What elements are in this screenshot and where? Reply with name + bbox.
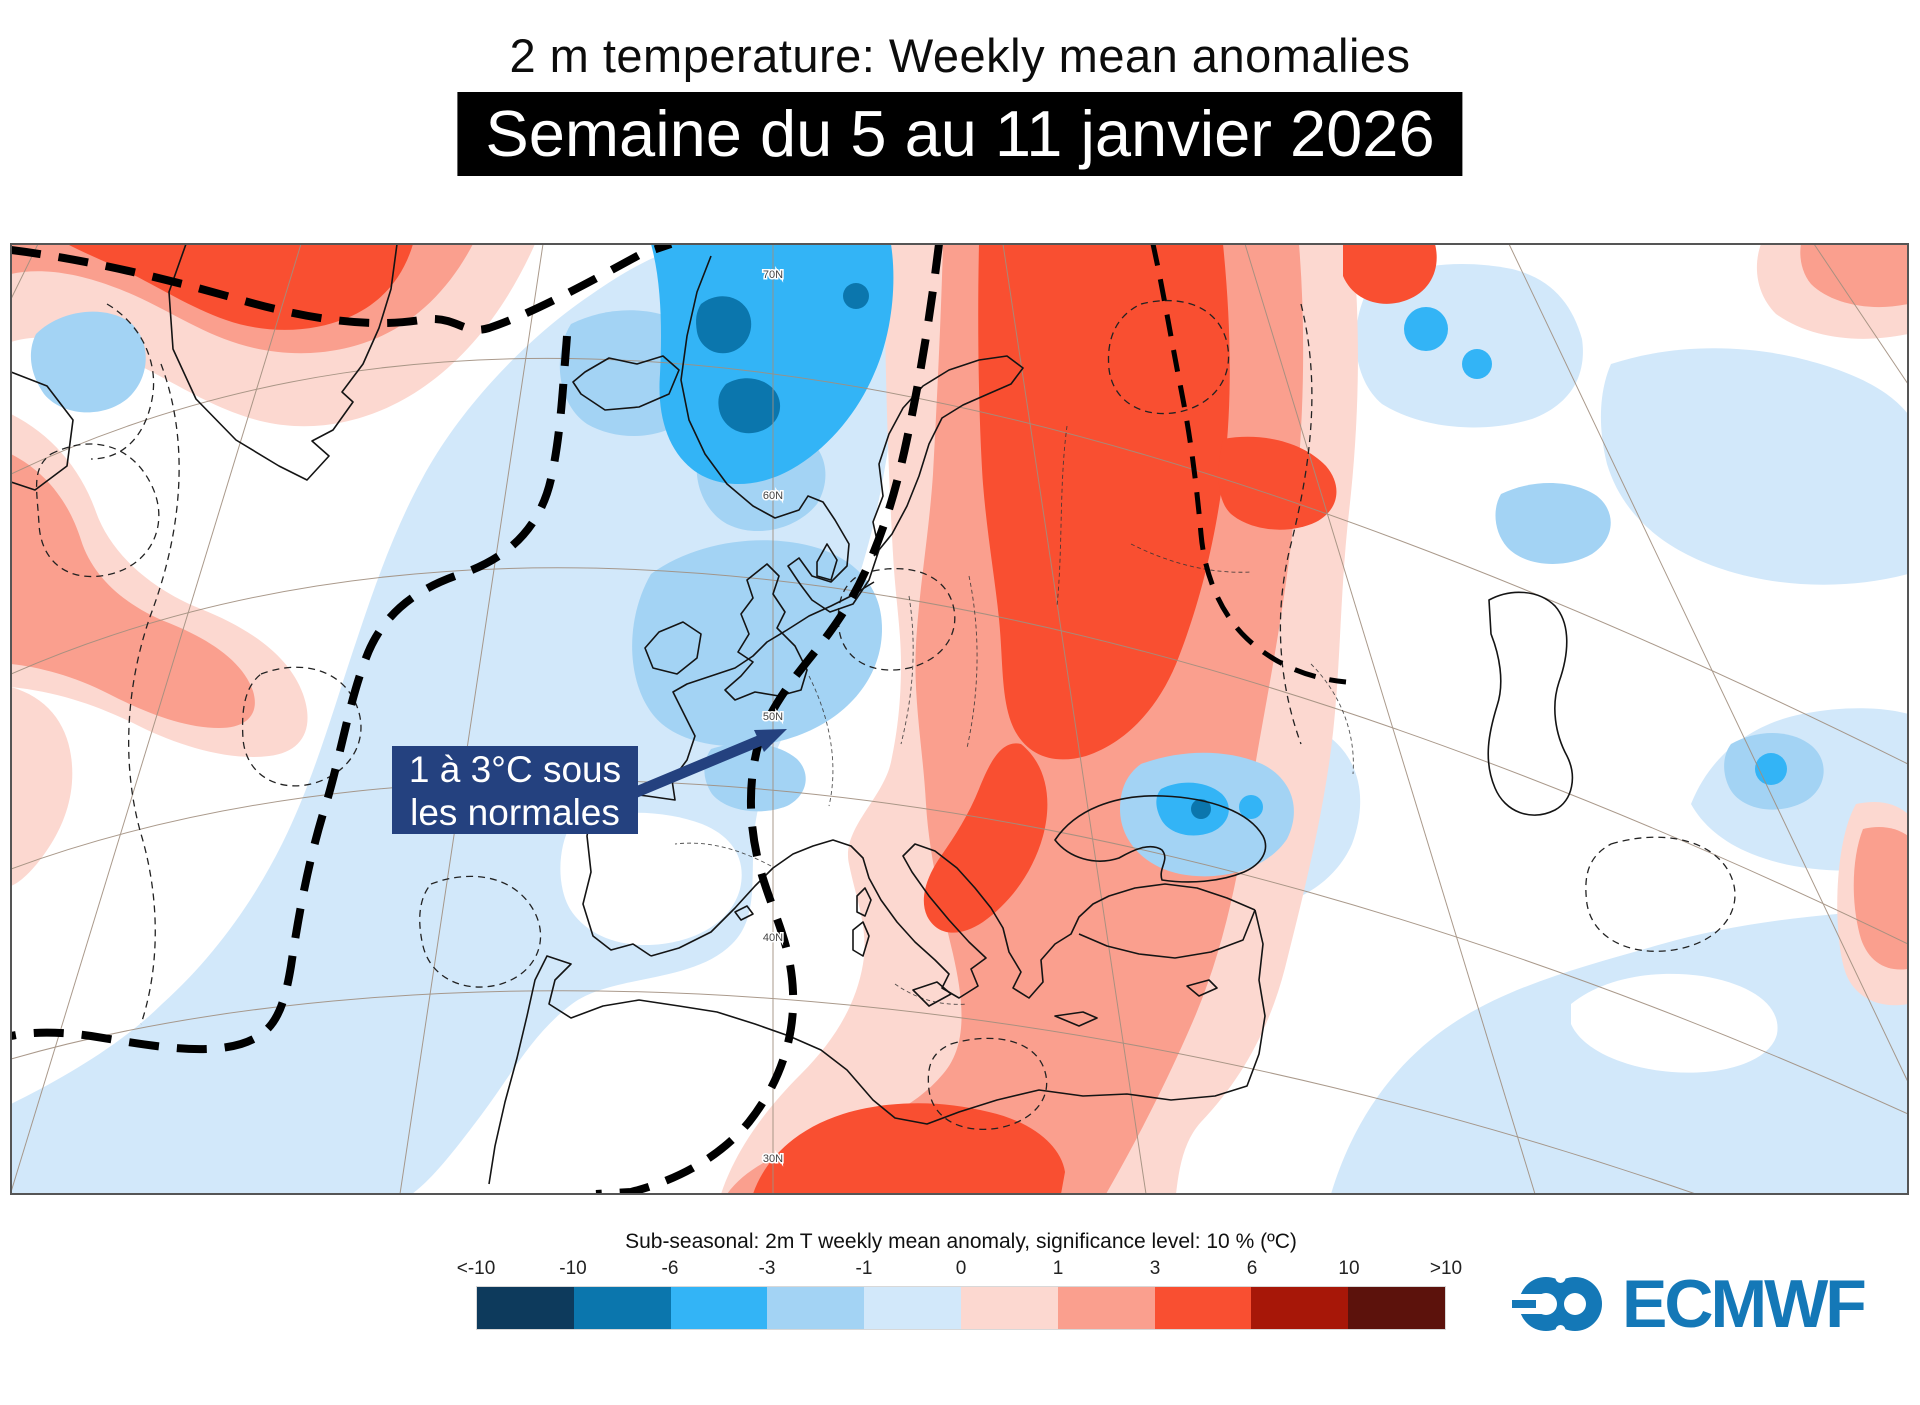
significance-dashed-contours: [11, 244, 1347, 1194]
week-banner: Semaine du 5 au 11 janvier 2026: [457, 92, 1463, 176]
lat-label-30n: 30N: [763, 1153, 783, 1165]
legend-tick-labels: <-10 -10 -6 -3 -1 0 1 3 6 10 >10: [457, 1258, 1462, 1280]
legend-tick: 1: [1052, 1258, 1064, 1279]
legend-tick: -10: [559, 1258, 587, 1279]
legend-colorbar: [476, 1286, 1446, 1330]
legend-tick: 3: [1149, 1258, 1161, 1279]
annotation-arrow: [631, 729, 787, 799]
anomaly-map: 70N 60N 50N 40N 30N: [10, 243, 1909, 1195]
latitude-labels: 70N 60N 50N 40N 30N: [761, 268, 784, 1167]
legend-tick: -6: [661, 1258, 679, 1279]
legend-caption: Sub-seasonal: 2m T weekly mean anomaly, …: [625, 1230, 1297, 1253]
legend-tick: >10: [1429, 1258, 1463, 1279]
lat-label-40n: 40N: [763, 932, 783, 944]
lat-label-70n: 70N: [763, 269, 783, 281]
annotation-line-2: les normales: [410, 792, 620, 833]
annotation-line-1: 1 à 3°C sous: [408, 749, 622, 790]
legend-tick: 0: [955, 1258, 967, 1279]
colorbar-cell: [1154, 1287, 1252, 1329]
coastlines: [11, 244, 1574, 1185]
ecmwf-logo-icon: [1512, 1273, 1602, 1335]
legend-tick: -3: [758, 1258, 776, 1279]
anomaly-fill-red: [67, 244, 1437, 1194]
colorbar-cell: [477, 1287, 574, 1329]
colorbar-cell: [864, 1287, 961, 1329]
lat-label-50n: 50N: [763, 711, 783, 723]
legend-tick: 10: [1338, 1258, 1360, 1279]
colorbar-cell: [960, 1287, 1058, 1329]
colorbar-cell: [1348, 1287, 1445, 1329]
anomaly-fill-dark-blue: [696, 283, 1211, 819]
graticule-lines: [11, 244, 1908, 1194]
legend-tick: -1: [855, 1258, 873, 1279]
colorbar-cell: [573, 1287, 671, 1329]
page-title: 2 m temperature: Weekly mean anomalies: [509, 29, 1411, 82]
lat-label-60n: 60N: [763, 490, 783, 502]
colorbar-cell: [1057, 1287, 1155, 1329]
legend-tick: <-10: [456, 1258, 496, 1279]
colorbar-cell: [1251, 1287, 1349, 1329]
zero-anomaly-dashed-contours: [35, 300, 1736, 1130]
non-significant-white-areas: [461, 244, 1778, 1073]
map-border: [11, 244, 1908, 1194]
ecmwf-logo: ECMWF: [1512, 1266, 1867, 1342]
ecmwf-logo-text: ECMWF: [1622, 1266, 1867, 1342]
colorbar-cell: [670, 1287, 768, 1329]
colorbar-cell: [767, 1287, 865, 1329]
annotation-box: 1 à 3°C sous les normales: [392, 746, 638, 834]
country-borders: [674, 425, 1354, 1005]
legend-tick: 6: [1246, 1258, 1258, 1279]
